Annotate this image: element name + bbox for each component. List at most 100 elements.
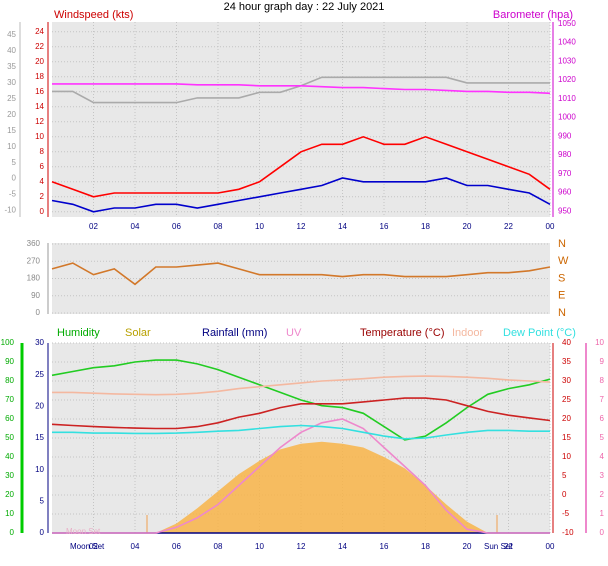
y2-tick-label: 980 (558, 150, 572, 159)
area (52, 441, 550, 533)
x-tick-label: 06 (172, 542, 181, 551)
x-tick-label: 02 (89, 222, 98, 231)
y-tick-label: 180 (27, 274, 41, 283)
line (51, 262, 551, 286)
y4-tick-label: 1 (600, 509, 605, 518)
y3-tick-label: 35 (7, 62, 16, 71)
x-tick-label: 18 (421, 222, 430, 231)
y2-tick-label: 10 (562, 452, 571, 461)
y-tick-label: 20 (5, 490, 14, 499)
y2-tick-label: 950 (558, 206, 572, 215)
y-tick-label: 60 (5, 414, 14, 423)
line (51, 135, 551, 198)
y-tick-label: 80 (5, 376, 14, 385)
y4-tick-label: 6 (600, 414, 605, 423)
y-tick-label: 100 (1, 338, 15, 347)
y-tick-label: 6 (40, 162, 45, 171)
x-tick-label: 00 (546, 542, 555, 551)
y4-tick-label: 4 (600, 452, 605, 461)
annotation: Moon Set (66, 527, 101, 536)
line (52, 418, 550, 534)
y2-tick-label: 970 (558, 169, 572, 178)
y-tick-label: 50 (5, 433, 14, 442)
y-tick-label: 12 (35, 117, 44, 126)
y-tick-label: 0 (40, 207, 45, 216)
line (51, 177, 551, 213)
y2-tick-label: 1030 (558, 56, 576, 65)
x-tick-label: 16 (380, 222, 389, 231)
line (52, 375, 551, 396)
line (51, 397, 551, 430)
y-tick-label: 360 (27, 239, 41, 248)
x-tick-label: 08 (214, 542, 223, 551)
y3-tick-label: 20 (35, 401, 44, 410)
y2-tick-label: 5 (562, 471, 567, 480)
y3-tick-label: 30 (35, 338, 44, 347)
y-tick-label: 8 (40, 147, 45, 156)
y2-tick-label: 30 (562, 376, 571, 385)
x-tick-label: 14 (338, 542, 347, 551)
y2-tick-label: 40 (562, 338, 571, 347)
y2-tick-label: 15 (562, 433, 571, 442)
y-axis-label: Windspeed (kts) (54, 9, 133, 21)
legend-label: Temperature (°C) (360, 327, 444, 339)
y3-tick-label: 0 (40, 528, 45, 537)
y4-tick-label: 7 (600, 395, 605, 404)
y3-tick-label: 30 (7, 78, 16, 87)
annotation: Moon Set (70, 542, 105, 551)
line (52, 424, 550, 440)
y-tick-label: 0 (36, 308, 41, 317)
legend-label: Humidity (57, 327, 100, 339)
x-tick-label: 20 (463, 222, 472, 231)
y2-tick-label: N (558, 238, 566, 250)
x-tick-label: 04 (131, 542, 140, 551)
legend-label: Dew Point (°C) (503, 327, 576, 339)
x-tick-label: 16 (380, 542, 389, 551)
x-tick-label: 10 (255, 222, 264, 231)
y2-tick-label: W (558, 255, 569, 267)
y2-tick-label: 20 (562, 414, 571, 423)
y3-tick-label: 15 (7, 126, 16, 135)
y2-axis-label: Barometer (hpa) (493, 9, 573, 21)
y-tick-label: 2 (40, 192, 45, 201)
y-tick-label: 14 (35, 102, 44, 111)
y3-tick-label: -10 (4, 206, 16, 215)
y2-tick-label: 1040 (558, 38, 576, 47)
y2-tick-label: -10 (562, 528, 574, 537)
x-tick-label: 22 (504, 542, 513, 551)
y2-tick-label: S (558, 272, 565, 284)
y2-tick-label: 25 (562, 395, 571, 404)
y-tick-label: 10 (5, 509, 14, 518)
y-tick-label: 40 (5, 452, 14, 461)
y4-tick-label: 8 (600, 376, 605, 385)
x-tick-label: 10 (255, 542, 264, 551)
x-tick-label: 14 (338, 222, 347, 231)
y4-tick-label: 5 (600, 433, 605, 442)
y-tick-label: 270 (27, 256, 41, 265)
y4-tick-label: 9 (600, 357, 605, 366)
x-tick-label: 20 (463, 542, 472, 551)
y2-tick-label: 960 (558, 188, 572, 197)
y2-tick-label: 1000 (558, 113, 576, 122)
y2-tick-label: N (558, 307, 566, 319)
x-tick-label: 00 (546, 222, 555, 231)
x-tick-label: 06 (172, 222, 181, 231)
legend-label: UV (286, 327, 302, 339)
y-tick-label: 0 (10, 528, 15, 537)
annotation: Sun Set (484, 542, 513, 551)
y-tick-label: 10 (35, 132, 44, 141)
y2-tick-label: 35 (562, 357, 571, 366)
y3-tick-label: 25 (35, 370, 44, 379)
y-tick-label: 90 (31, 291, 40, 300)
y3-tick-label: 10 (7, 142, 16, 151)
y3-tick-label: 5 (40, 496, 45, 505)
legend-label: Indoor (452, 327, 484, 339)
x-tick-label: 18 (421, 542, 430, 551)
y3-tick-label: 25 (7, 94, 16, 103)
y2-tick-label: -5 (562, 509, 570, 518)
x-tick-label: 08 (214, 222, 223, 231)
y3-tick-label: 5 (12, 158, 17, 167)
y-tick-label: 18 (35, 72, 44, 81)
y4-tick-label: 0 (600, 528, 605, 537)
